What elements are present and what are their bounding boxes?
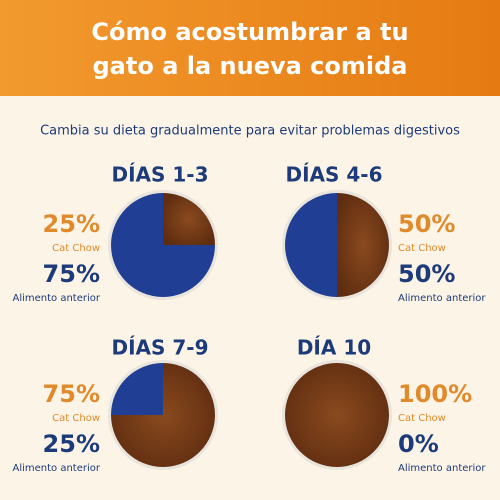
header-band	[0, 0, 500, 96]
label-old: Alimento anterior	[398, 463, 486, 474]
percent-new: 25%	[43, 210, 100, 238]
pie-slice	[111, 363, 163, 415]
pie-slice	[285, 363, 389, 467]
label-old: Alimento anterior	[12, 293, 100, 304]
percent-old: 0%	[398, 430, 439, 458]
label-new: Cat Chow	[52, 413, 100, 424]
percent-new: 75%	[43, 380, 100, 408]
panel-title: DÍAS 4-6	[285, 163, 382, 187]
percent-new: 100%	[398, 380, 472, 408]
pie-slice	[285, 193, 337, 297]
label-old: Alimento anterior	[398, 293, 486, 304]
label-new: Cat Chow	[398, 413, 446, 424]
percent-old: 75%	[43, 260, 100, 288]
percent-old: 25%	[43, 430, 100, 458]
panel-title: DÍA 10	[297, 336, 371, 360]
label-old: Alimento anterior	[12, 463, 100, 474]
label-new: Cat Chow	[398, 243, 446, 254]
subtitle: Cambia su dieta gradualmente para evitar…	[40, 124, 460, 139]
percent-new: 50%	[398, 210, 455, 238]
pie-slice	[337, 193, 389, 297]
label-new: Cat Chow	[52, 243, 100, 254]
header-title: gato a la nueva comida	[93, 52, 408, 80]
header-title: Cómo acostumbrar a tu	[91, 18, 408, 46]
panel-title: DÍAS 7-9	[111, 336, 208, 360]
percent-old: 50%	[398, 260, 455, 288]
pie-slice	[111, 193, 215, 297]
panel-title: DÍAS 1-3	[111, 163, 208, 187]
pie-slice	[163, 193, 215, 245]
